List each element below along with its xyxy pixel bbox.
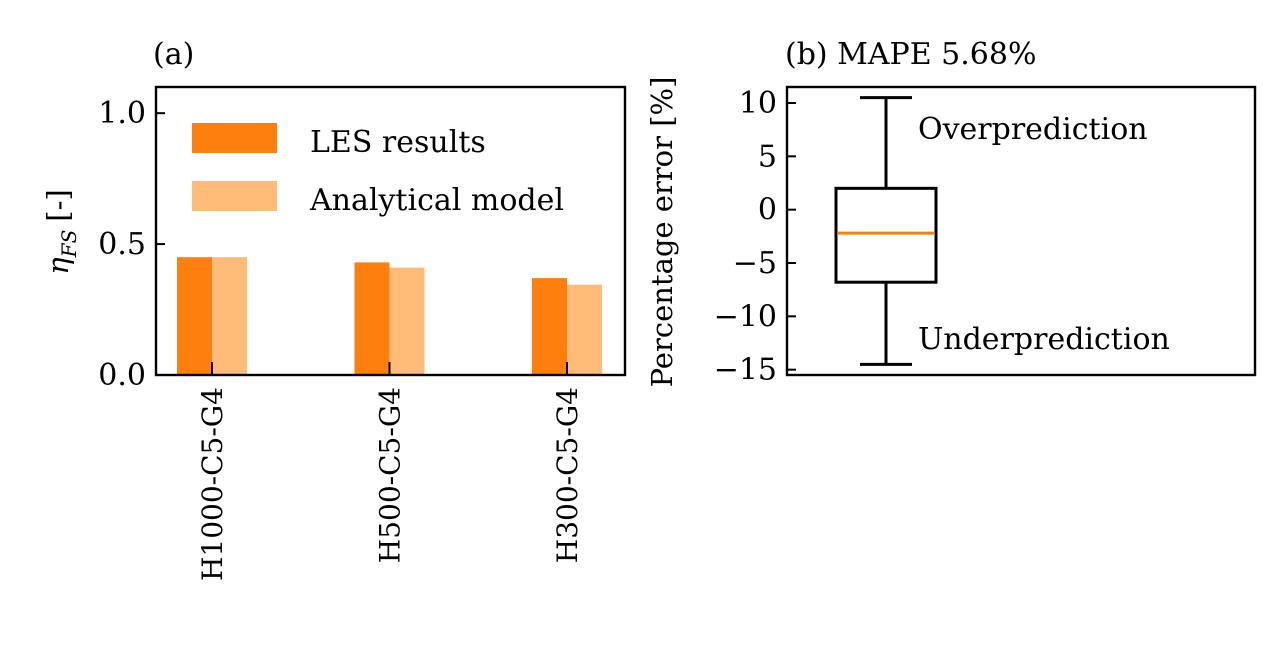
panel-a-ylabel: ηFS[-] [41, 189, 81, 274]
panel-a-y-tick-label: 1.0 [98, 96, 146, 131]
legend-swatch-les [192, 123, 277, 153]
panel-a-title: (a) [153, 37, 194, 72]
panel-a-x-tick-label: H1000-C5-G4 [196, 387, 229, 581]
panel-b-y-tick-label: −15 [714, 353, 777, 388]
bar-les-1 [354, 262, 390, 375]
annotation-overprediction: Overprediction [918, 112, 1148, 147]
panel-b-y-tick-label: −10 [714, 299, 777, 334]
annotation-underprediction: Underprediction [918, 322, 1170, 357]
legend-label-analytical: Analytical model [309, 183, 564, 218]
legend-swatch-analytical [192, 181, 277, 211]
panel-b-ylabel: Percentage error [%] [645, 77, 679, 388]
panel-b-y-tick-label: −5 [733, 246, 777, 281]
panel-a-x-ticks: H1000-C5-G4 H500-C5-G4 H300-C5-G4 [196, 362, 584, 581]
bar-analytical-2 [567, 284, 602, 375]
box-iqr [834, 186, 938, 284]
bar-les-0 [177, 257, 212, 375]
panel-a-x-tick-label: H300-C5-G4 [551, 387, 584, 563]
panel-a-x-tick-label: H500-C5-G4 [374, 387, 407, 563]
panel-b-frame [785, 85, 1257, 377]
panel-b-y-tick-label: 5 [758, 139, 777, 174]
bar-les-2 [532, 278, 567, 375]
bar-analytical-1 [389, 267, 425, 375]
panel-b-y-tick-label: 0 [758, 193, 777, 228]
panel-a-bars [177, 257, 602, 375]
panel-a: (a) ηFS[-] 0.0 0.5 1.0 H1000-C5-G4 H500-C5-… [41, 37, 627, 581]
legend-label-les: LES results [310, 125, 486, 160]
legend: LES results Analytical model [192, 123, 564, 218]
panel-b-y-tick-label: 10 [739, 86, 777, 121]
panel-b-title: (b) MAPE 5.68% [785, 37, 1036, 72]
panel-b-y-ticks: 10 5 0 −5 −10 −15 [714, 86, 796, 388]
panel-a-y-tick-label: 0.0 [98, 358, 146, 393]
panel-a-frame [154, 85, 627, 377]
panel-a-y-ticks: 0.0 0.5 1.0 [98, 96, 165, 393]
bar-analytical-0 [212, 257, 247, 375]
panel-a-y-tick-label: 0.5 [98, 227, 146, 262]
panel-b: (b) MAPE 5.68% Percentage error [%] 10 5 0… [645, 37, 1257, 388]
panel-b-boxplot [834, 96, 938, 366]
